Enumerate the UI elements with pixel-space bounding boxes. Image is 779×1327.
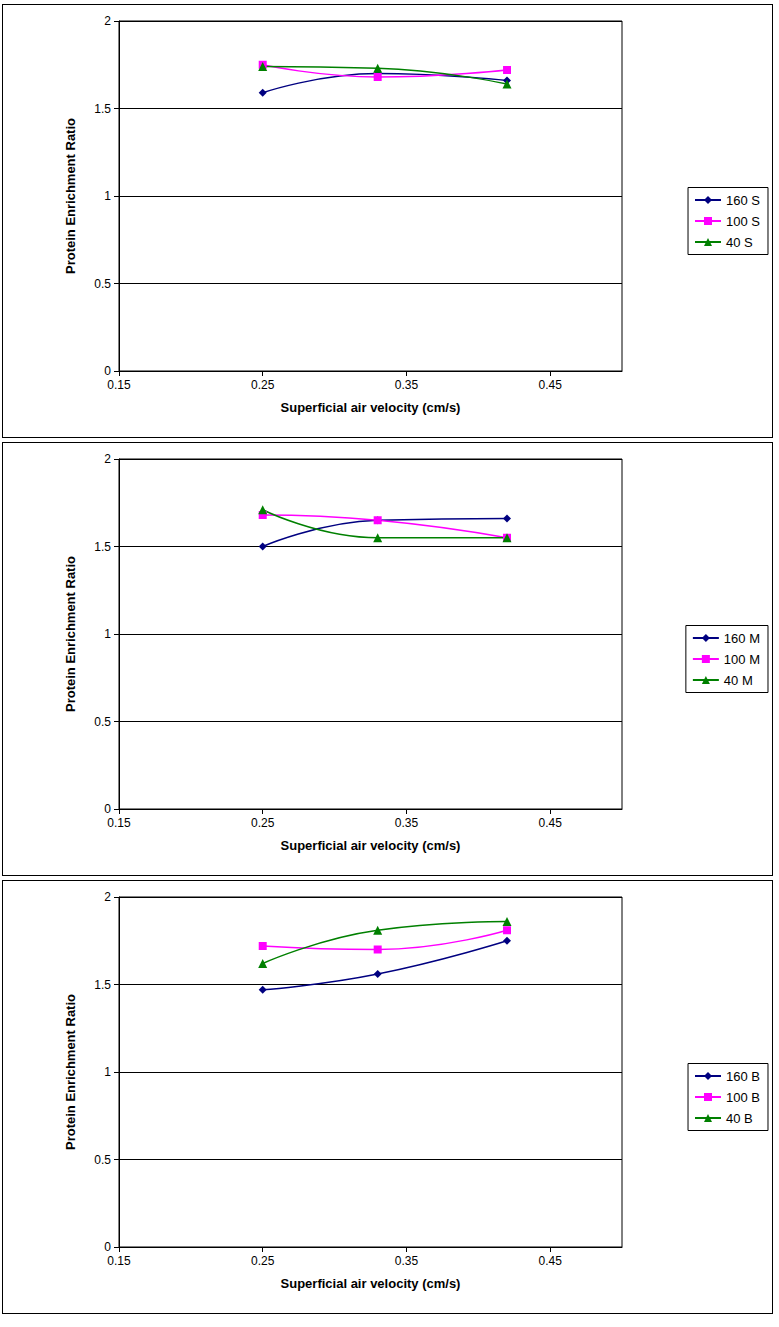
- svg-text:0.45: 0.45: [538, 816, 562, 830]
- svg-text:100 S: 100 S: [726, 214, 760, 229]
- svg-text:0.15: 0.15: [107, 1254, 131, 1268]
- svg-text:0.5: 0.5: [94, 715, 111, 729]
- svg-text:0.25: 0.25: [251, 816, 275, 830]
- svg-text:0.35: 0.35: [395, 1254, 419, 1268]
- svg-text:0.5: 0.5: [94, 277, 111, 291]
- svg-text:2: 2: [104, 890, 111, 904]
- svg-text:Superficial air velocity (cm/s: Superficial air velocity (cm/s): [281, 400, 461, 415]
- svg-text:1.5: 1.5: [94, 102, 111, 116]
- svg-text:100 B: 100 B: [726, 1090, 760, 1105]
- svg-text:40 B: 40 B: [726, 1111, 753, 1126]
- svg-text:1.5: 1.5: [94, 978, 111, 992]
- svg-text:0.25: 0.25: [251, 378, 275, 392]
- svg-text:40 M: 40 M: [724, 673, 753, 688]
- svg-text:0.15: 0.15: [107, 378, 131, 392]
- svg-text:2: 2: [104, 14, 111, 28]
- svg-text:160 M: 160 M: [724, 631, 760, 646]
- svg-text:1: 1: [104, 1065, 111, 1079]
- svg-text:0.25: 0.25: [251, 1254, 275, 1268]
- svg-text:Protein Enrichment Ratio: Protein Enrichment Ratio: [63, 556, 78, 712]
- svg-text:0: 0: [104, 1240, 111, 1254]
- svg-text:100 M: 100 M: [724, 652, 760, 667]
- svg-text:0: 0: [104, 802, 111, 816]
- svg-text:0.45: 0.45: [538, 1254, 562, 1268]
- svg-text:1: 1: [104, 189, 111, 203]
- svg-text:1.5: 1.5: [94, 540, 111, 554]
- svg-text:160 B: 160 B: [726, 1069, 760, 1084]
- svg-text:2: 2: [104, 452, 111, 466]
- svg-text:160 S: 160 S: [726, 193, 760, 208]
- svg-text:Superficial air velocity (cm/s: Superficial air velocity (cm/s): [281, 838, 461, 853]
- svg-text:1: 1: [104, 627, 111, 641]
- svg-text:0.5: 0.5: [94, 1153, 111, 1167]
- svg-text:Protein Enrichment Ratio: Protein Enrichment Ratio: [63, 994, 78, 1150]
- svg-text:0.15: 0.15: [107, 816, 131, 830]
- svg-text:0.35: 0.35: [395, 378, 419, 392]
- svg-text:0.35: 0.35: [395, 816, 419, 830]
- svg-text:0.45: 0.45: [538, 378, 562, 392]
- svg-text:40 S: 40 S: [726, 235, 753, 250]
- svg-text:Protein Enrichment Ratio: Protein Enrichment Ratio: [63, 118, 78, 274]
- svg-text:0: 0: [104, 364, 111, 378]
- svg-text:Superficial air velocity (cm/s: Superficial air velocity (cm/s): [281, 1276, 461, 1291]
